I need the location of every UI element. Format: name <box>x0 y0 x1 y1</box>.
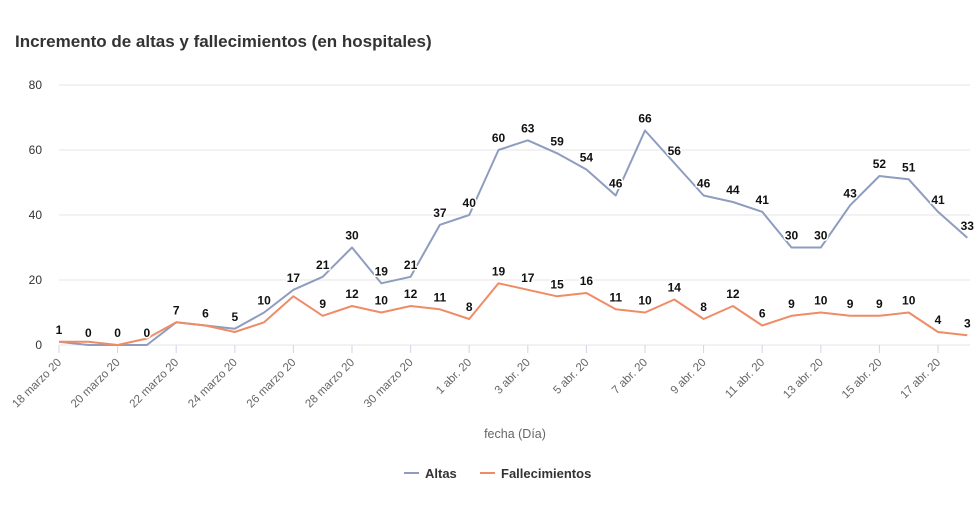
fallecimientos-data-label: 9 <box>847 297 854 311</box>
fallecimientos-data-label: 3 <box>964 316 971 330</box>
fallecimientos-data-label: 10 <box>638 294 652 308</box>
altas-data-label: 21 <box>316 258 330 272</box>
fallecimientos-data-label: 14 <box>668 281 682 295</box>
y-axis-ticks: 0 20 40 60 80 <box>29 78 43 352</box>
y-tick-label: 20 <box>29 273 43 287</box>
x-tick-label: 5 abr. 20 <box>551 357 591 397</box>
fallecimientos-data-label: 9 <box>876 297 883 311</box>
x-axis-label: fecha (Día) <box>484 427 546 441</box>
altas-data-label: 41 <box>756 193 770 207</box>
x-tick-label: 3 abr. 20 <box>493 357 533 397</box>
fallecimientos-data-label: 10 <box>375 294 389 308</box>
altas-data-label: 46 <box>697 177 711 191</box>
x-tick-label: 20 marzo 20 <box>69 357 123 411</box>
altas-data-label: 19 <box>375 264 389 278</box>
y-tick-label: 40 <box>29 208 43 222</box>
altas-data-label: 63 <box>521 121 535 135</box>
altas-data-label: 44 <box>726 183 740 197</box>
fallecimientos-data-label: 11 <box>434 290 447 304</box>
fallecimientos-data-label: 16 <box>580 274 594 288</box>
altas-data-label: 30 <box>814 229 828 243</box>
fallecimientos-data-label: 4 <box>935 313 942 327</box>
altas-data-label: 37 <box>433 206 447 220</box>
x-tick-label: 15 abr. 20 <box>840 357 885 402</box>
x-tick-label: 17 abr. 20 <box>898 357 943 402</box>
altas-data-label: 17 <box>287 271 301 285</box>
x-tick-label: 1 abr. 20 <box>434 357 474 397</box>
grid-lines <box>59 84 970 346</box>
fallecimientos-data-label: 9 <box>788 297 795 311</box>
y-tick-label: 80 <box>29 78 43 92</box>
y-tick-label: 60 <box>29 143 43 157</box>
altas-data-label: 66 <box>638 112 652 126</box>
altas-data-label: 0 <box>144 326 151 340</box>
altas-data-label: 56 <box>668 144 682 158</box>
altas-data-label: 40 <box>463 196 477 210</box>
legend-fallecimientos-label[interactable]: Fallecimientos <box>501 466 591 481</box>
altas-data-label: 59 <box>550 134 564 148</box>
altas-data-label: 54 <box>580 151 594 165</box>
legend-altas-label[interactable]: Altas <box>425 466 457 481</box>
fallecimientos-data-label: 12 <box>404 287 418 301</box>
x-tick-label: 24 marzo 20 <box>186 357 240 411</box>
altas-data-label: 21 <box>404 258 418 272</box>
fallecimientos-data-label: 10 <box>814 294 828 308</box>
altas-data-label: 46 <box>609 177 623 191</box>
x-tick-label: 13 abr. 20 <box>781 357 826 402</box>
fallecimientos-data-label: 12 <box>726 287 740 301</box>
x-tick-label: 30 marzo 20 <box>362 357 416 411</box>
altas-data-label: 5 <box>231 310 238 324</box>
altas-data-label: 30 <box>785 229 799 243</box>
altas-data-label: 60 <box>492 131 506 145</box>
fallecimientos-data-label: 17 <box>521 271 535 285</box>
x-tick-label: 26 marzo 20 <box>245 357 299 411</box>
altas-data-label: 51 <box>902 160 916 174</box>
altas-data-label: 10 <box>257 294 271 308</box>
altas-data-label: 0 <box>85 326 92 340</box>
fallecimientos-data-label: 6 <box>759 307 766 321</box>
series-lines <box>58 129 968 346</box>
x-tick-label: 9 abr. 20 <box>669 357 709 397</box>
fallecimientos-data-label: 11 <box>609 290 622 304</box>
y-tick-label: 0 <box>35 338 42 352</box>
series-line-fallecimientos <box>59 282 968 346</box>
altas-data-label: 1 <box>56 323 63 337</box>
fallecimientos-data-label: 8 <box>466 300 473 314</box>
x-axis-ticks: 18 marzo 20 20 marzo 20 22 marzo 20 24 marz… <box>10 345 943 410</box>
altas-data-label: 6 <box>202 307 209 321</box>
x-tick-label: 7 abr. 20 <box>610 357 650 397</box>
fallecimientos-data-label: 8 <box>700 300 707 314</box>
altas-data-label: 0 <box>114 326 121 340</box>
legend[interactable]: Altas Fallecimientos <box>404 466 591 481</box>
fallecimientos-data-label: 12 <box>345 287 359 301</box>
altas-data-label: 52 <box>873 157 887 171</box>
altas-data-label: 30 <box>345 229 359 243</box>
altas-data-label: 33 <box>961 219 975 233</box>
fallecimientos-data-label: 19 <box>492 264 506 278</box>
x-tick-label: 22 marzo 20 <box>128 357 182 411</box>
chart-title: Incremento de altas y fallecimientos (en… <box>15 32 432 51</box>
altas-data-label: 41 <box>931 193 945 207</box>
fallecimientos-data-label: 15 <box>550 277 564 291</box>
x-tick-label: 11 abr. 20 <box>723 357 767 401</box>
fallecimientos-data-label: 9 <box>319 297 326 311</box>
x-tick-label: 28 marzo 20 <box>303 357 357 411</box>
x-tick-label: 18 marzo 20 <box>10 357 64 411</box>
altas-data-label: 43 <box>843 186 857 200</box>
altas-data-label: 7 <box>173 303 180 317</box>
fallecimientos-data-label: 10 <box>902 294 916 308</box>
